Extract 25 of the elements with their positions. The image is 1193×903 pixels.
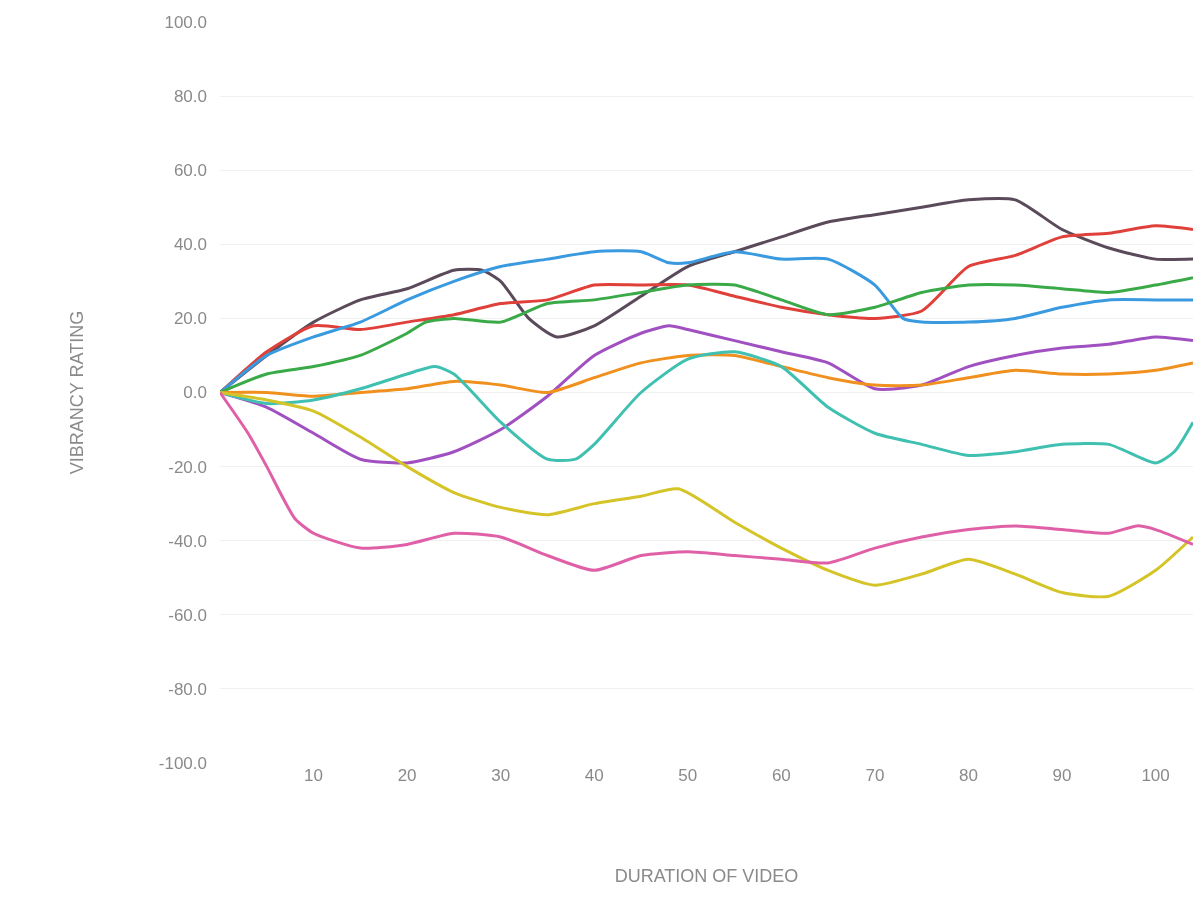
y-tick-label: 0.0 [183, 383, 207, 403]
y-tick-label: 60.0 [173, 161, 207, 181]
y-axis-title: VIBRANCY RATING [67, 310, 87, 475]
x-tick-label: 70 [865, 766, 885, 785]
x-tick-label: 90 [1052, 766, 1072, 785]
x-tick-label: 30 [491, 766, 511, 785]
x-tick-label: 60 [771, 766, 791, 785]
y-tick-label: -100.0 [158, 753, 207, 773]
x-tick-label: 100 [1141, 766, 1170, 785]
y-tick-label: 40.0 [173, 235, 207, 255]
line-series [220, 276, 1193, 394]
y-tick-label: 20.0 [173, 309, 207, 329]
y-tick-label: -40.0 [168, 531, 207, 551]
y-tick-label: -60.0 [168, 605, 207, 625]
x-axis-title: DURATION OF VIDEO [614, 866, 799, 887]
y-tick-label: 80.0 [173, 87, 207, 107]
x-tick-label: 50 [678, 766, 698, 785]
line-series [220, 353, 1193, 398]
x-tick-label: 40 [584, 766, 604, 785]
x-tick-label: 20 [397, 766, 417, 785]
y-tick-label: 100.0 [164, 12, 207, 32]
x-tick-label: 80 [959, 766, 978, 785]
x-tick-label: 10 [304, 766, 324, 785]
y-tick-label: -20.0 [168, 457, 207, 477]
y-tick-label: -80.0 [168, 679, 207, 699]
